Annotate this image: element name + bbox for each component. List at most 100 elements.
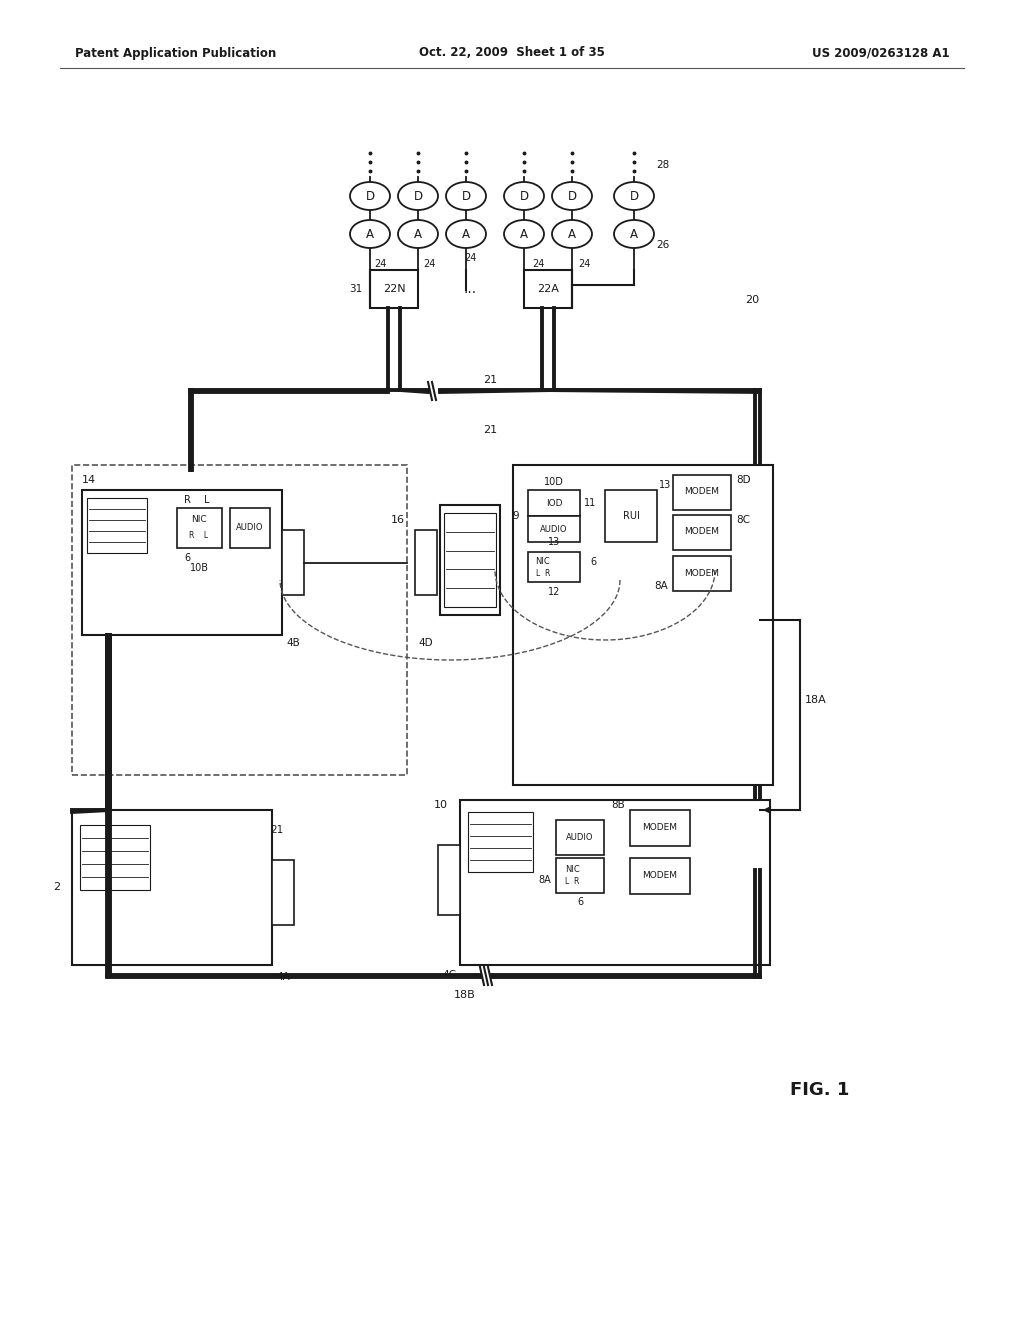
Text: A: A [520, 227, 528, 240]
Text: NIC: NIC [191, 516, 207, 524]
Text: MODEM: MODEM [642, 871, 678, 880]
Bar [513, 465, 773, 785]
Bar [230, 508, 270, 548]
Bar [460, 800, 770, 965]
Text: D: D [630, 190, 639, 202]
Bar [440, 506, 500, 615]
Text: NIC: NIC [564, 866, 580, 874]
Text: 4C: 4C [442, 970, 456, 979]
Text: 24: 24 [578, 259, 590, 269]
Text: A: A [414, 227, 422, 240]
Text: MODEM: MODEM [684, 569, 720, 578]
Text: 6: 6 [184, 553, 190, 564]
Bar [630, 810, 690, 846]
Bar [556, 820, 604, 855]
Text: 6: 6 [590, 557, 596, 568]
Text: L  R: L R [536, 569, 550, 578]
Ellipse shape [552, 182, 592, 210]
Bar [72, 465, 407, 775]
Text: L  R: L R [565, 878, 580, 887]
Bar [673, 475, 731, 510]
Ellipse shape [446, 182, 486, 210]
Text: 4A: 4A [276, 972, 290, 982]
Text: 8B: 8B [611, 800, 625, 810]
Text: 18B: 18B [454, 990, 476, 1001]
Text: 21: 21 [483, 375, 497, 385]
Text: MODEM: MODEM [642, 824, 678, 833]
Text: AUDIO: AUDIO [566, 833, 594, 842]
Text: 8C: 8C [736, 515, 750, 525]
Text: 4B: 4B [286, 638, 300, 648]
Bar [415, 531, 437, 595]
Text: 24: 24 [423, 259, 435, 269]
Ellipse shape [614, 182, 654, 210]
Text: 20: 20 [745, 294, 759, 305]
Text: 21: 21 [483, 425, 497, 436]
Text: R: R [183, 495, 190, 506]
Text: L: L [204, 495, 210, 506]
Bar [673, 515, 731, 550]
Text: 6: 6 [577, 898, 583, 907]
Bar [72, 810, 272, 965]
Text: 4D: 4D [419, 638, 433, 648]
Bar [673, 556, 731, 591]
Text: 13: 13 [658, 480, 671, 490]
Ellipse shape [446, 220, 486, 248]
Text: AUDIO: AUDIO [541, 524, 567, 533]
Text: 10D: 10D [544, 477, 564, 487]
Bar [272, 861, 294, 925]
Bar [528, 490, 580, 516]
Text: Oct. 22, 2009  Sheet 1 of 35: Oct. 22, 2009 Sheet 1 of 35 [419, 46, 605, 59]
Bar [282, 531, 304, 595]
Text: US 2009/0263128 A1: US 2009/0263128 A1 [812, 46, 950, 59]
Ellipse shape [552, 220, 592, 248]
Text: 22N: 22N [383, 284, 406, 294]
Ellipse shape [398, 220, 438, 248]
Ellipse shape [398, 182, 438, 210]
Bar [524, 271, 572, 308]
Text: 8A: 8A [654, 581, 668, 591]
Text: Patent Application Publication: Patent Application Publication [75, 46, 276, 59]
Bar [80, 825, 150, 890]
Text: 18A: 18A [805, 696, 826, 705]
Bar [528, 552, 580, 582]
Text: AUDIO: AUDIO [237, 524, 264, 532]
Text: D: D [462, 190, 471, 202]
Text: D: D [519, 190, 528, 202]
Bar [82, 490, 282, 635]
Text: RUI: RUI [623, 511, 639, 521]
Bar [444, 513, 496, 607]
Text: 11: 11 [584, 498, 596, 508]
Text: NIC: NIC [536, 557, 550, 566]
Ellipse shape [614, 220, 654, 248]
Bar [556, 858, 604, 894]
Text: A: A [630, 227, 638, 240]
Bar [605, 490, 657, 543]
Ellipse shape [504, 182, 544, 210]
Bar [468, 812, 534, 873]
Text: D: D [567, 190, 577, 202]
Text: D: D [414, 190, 423, 202]
Text: MODEM: MODEM [684, 487, 720, 496]
Text: A: A [568, 227, 575, 240]
Text: IOD: IOD [546, 499, 562, 507]
Text: 8D: 8D [736, 475, 751, 484]
Text: 9: 9 [513, 511, 519, 521]
Text: D: D [366, 190, 375, 202]
Ellipse shape [350, 182, 390, 210]
Bar [630, 858, 690, 894]
Text: A: A [366, 227, 374, 240]
Text: 24: 24 [531, 259, 544, 269]
Text: 16: 16 [391, 515, 406, 525]
Text: FIG. 1: FIG. 1 [791, 1081, 850, 1100]
Text: 21: 21 [270, 825, 284, 836]
Ellipse shape [350, 220, 390, 248]
Text: 31: 31 [349, 284, 362, 294]
Bar [370, 271, 418, 308]
Text: MODEM: MODEM [684, 528, 720, 536]
Text: 13: 13 [548, 537, 560, 546]
Text: 24: 24 [374, 259, 386, 269]
Text: 14: 14 [82, 475, 96, 484]
Text: 28: 28 [656, 160, 670, 170]
Bar [438, 845, 460, 915]
